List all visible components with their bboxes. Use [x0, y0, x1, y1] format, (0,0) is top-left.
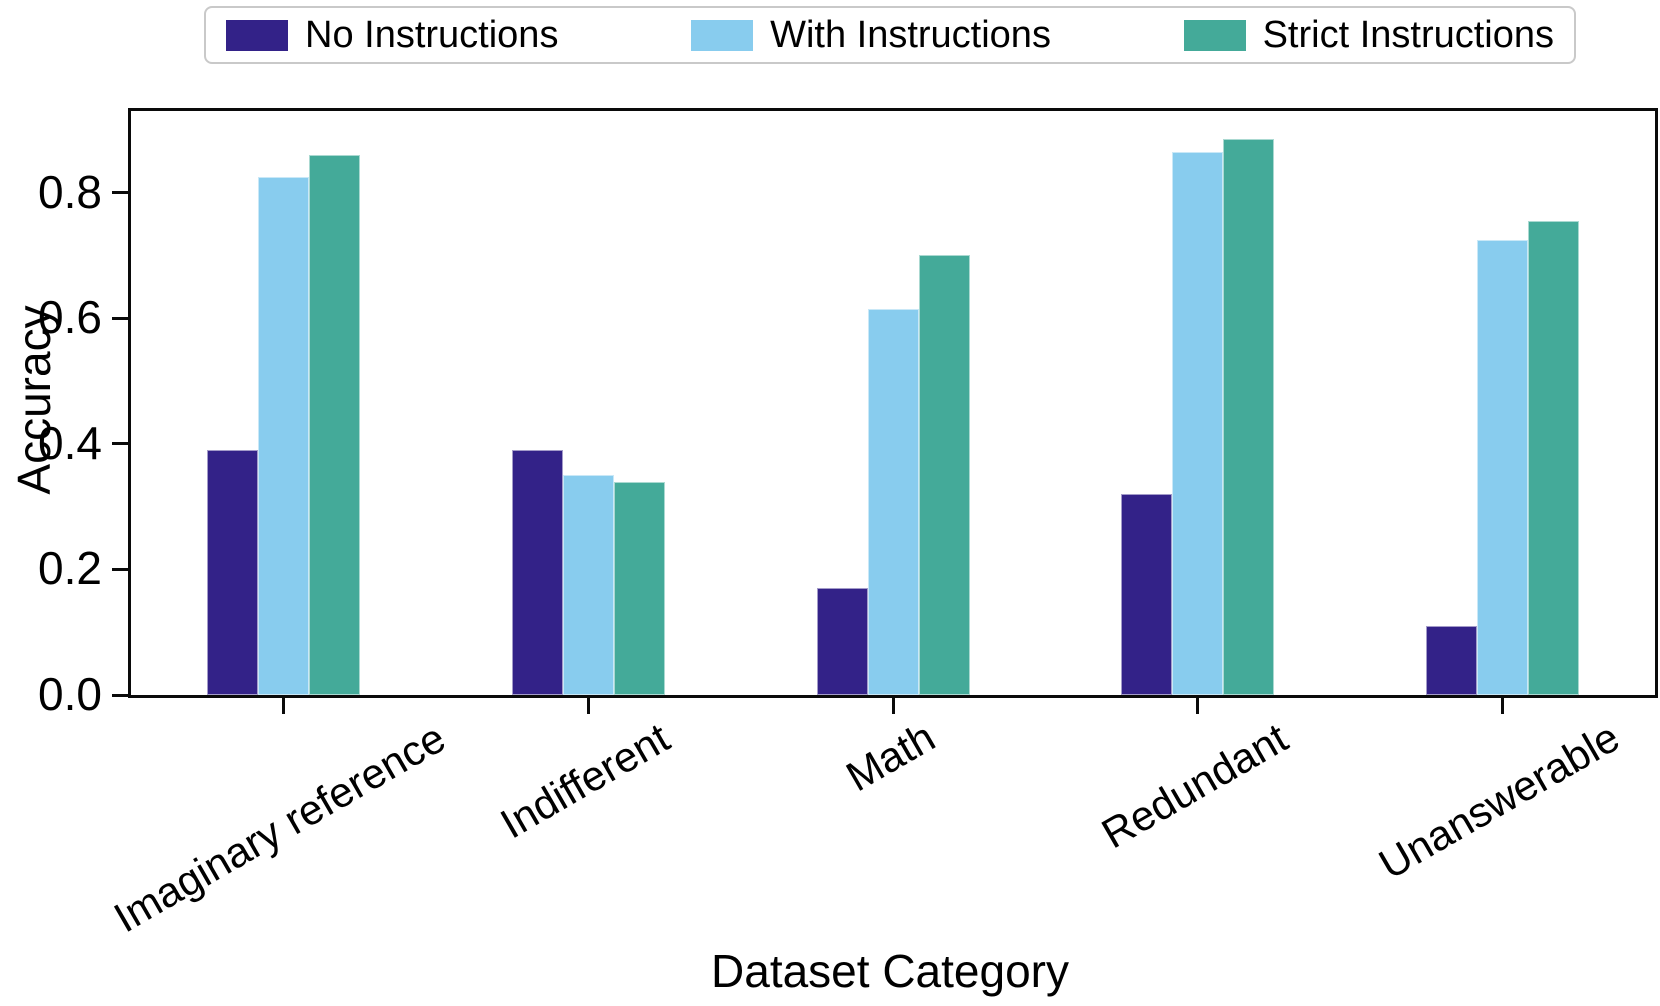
bar-strict-instructions [308, 154, 360, 695]
bar-with-instructions [257, 176, 309, 695]
y-tick-mark [112, 191, 128, 195]
x-tick-label: Imaginary reference [106, 713, 454, 941]
x-tick-mark [891, 698, 895, 714]
x-tick-label: Indifferent [492, 713, 678, 848]
bar-no-instructions [206, 450, 258, 695]
bar-with-instructions [1172, 151, 1224, 695]
y-tick-label: 0.4 [38, 416, 102, 469]
bar-strict-instructions [1528, 220, 1580, 695]
x-axis-title: Dataset Category [711, 945, 1069, 997]
y-tick-label: 0.2 [38, 542, 102, 595]
y-tick-mark [112, 316, 128, 320]
legend-item-no-instructions: No Instructions [226, 16, 558, 54]
bar-strict-instructions [613, 481, 665, 695]
bar-with-instructions [1477, 239, 1529, 695]
legend: No Instructions With Instructions Strict… [204, 6, 1576, 64]
legend-swatch-no-instructions [226, 19, 288, 51]
bar-no-instructions [1426, 625, 1478, 695]
x-tick-mark [1196, 698, 1200, 714]
legend-swatch-strict-instructions [1183, 19, 1246, 51]
legend-label: With Instructions [770, 14, 1051, 56]
bar-no-instructions [1121, 494, 1173, 695]
y-tick-mark [112, 567, 128, 571]
y-tick-mark [112, 693, 128, 697]
plot-area [128, 108, 1658, 698]
y-tick-mark [112, 442, 128, 446]
legend-item-with-instructions: With Instructions [691, 16, 1051, 54]
x-tick-label: Math [837, 713, 943, 801]
bar-strict-instructions [918, 255, 970, 695]
x-tick-mark [1501, 698, 1505, 714]
legend-swatch-with-instructions [691, 19, 754, 51]
y-tick-label: 0.6 [38, 291, 102, 344]
bar-no-instructions [511, 450, 563, 695]
legend-label: No Instructions [305, 14, 559, 56]
x-tick-mark [586, 698, 590, 714]
legend-label: Strict Instructions [1262, 14, 1554, 56]
bar-no-instructions [816, 588, 868, 695]
legend-item-strict-instructions: Strict Instructions [1183, 14, 1554, 56]
x-tick-mark [281, 698, 285, 714]
bar-with-instructions [867, 308, 919, 695]
x-tick-label: Redundant [1093, 713, 1296, 857]
x-tick-label: Unanswerable [1371, 713, 1628, 889]
y-tick-label: 0.8 [38, 165, 102, 218]
bar-with-instructions [562, 475, 614, 695]
y-tick-label: 0.0 [38, 668, 102, 720]
bar-strict-instructions [1223, 139, 1275, 695]
